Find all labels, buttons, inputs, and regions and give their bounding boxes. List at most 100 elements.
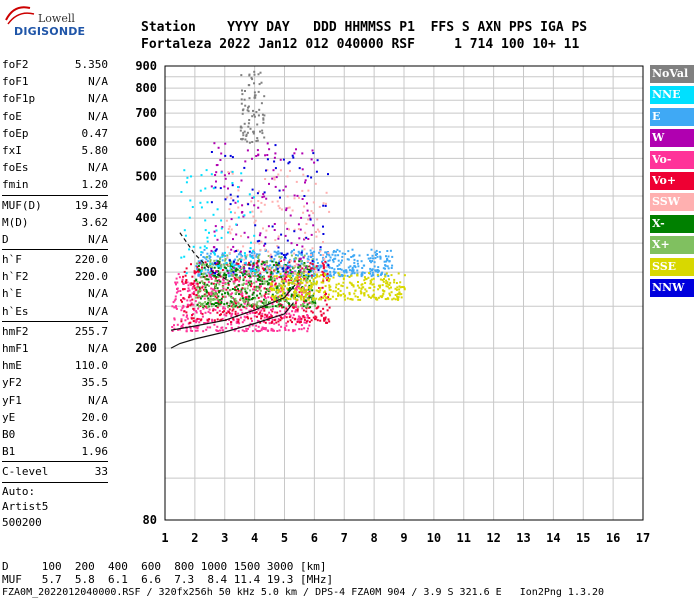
data-point xyxy=(236,249,239,252)
data-point xyxy=(260,240,263,243)
data-point xyxy=(276,311,279,314)
y-tick-label: 500 xyxy=(135,169,157,183)
data-point xyxy=(388,292,391,295)
data-point xyxy=(373,265,376,268)
data-point xyxy=(313,272,316,275)
data-point xyxy=(301,249,304,252)
data-point xyxy=(269,259,272,262)
data-point xyxy=(233,268,236,271)
data-point xyxy=(245,327,248,330)
data-point xyxy=(262,275,265,278)
data-point xyxy=(323,295,326,297)
data-point xyxy=(305,307,308,310)
data-point xyxy=(326,253,328,256)
y-tick-label: 900 xyxy=(135,59,157,73)
data-point xyxy=(219,303,222,306)
data-point xyxy=(240,260,242,263)
data-point xyxy=(199,269,202,272)
x-tick-label: 10 xyxy=(427,531,441,545)
data-point xyxy=(371,295,374,298)
x-tick-label: 17 xyxy=(636,531,650,545)
data-point xyxy=(212,213,215,216)
data-point xyxy=(228,318,231,321)
data-point xyxy=(235,273,238,276)
data-point xyxy=(247,263,250,266)
data-point xyxy=(275,251,278,254)
data-point xyxy=(279,196,281,199)
data-point xyxy=(244,104,247,107)
data-point xyxy=(381,284,384,287)
data-point xyxy=(199,281,201,284)
data-point xyxy=(256,240,259,243)
data-point xyxy=(224,259,227,262)
data-point xyxy=(198,261,201,264)
data-point xyxy=(280,280,283,283)
data-point xyxy=(230,218,233,221)
data-point xyxy=(202,275,205,278)
data-point xyxy=(301,168,304,171)
data-point xyxy=(390,286,392,289)
data-point xyxy=(399,286,402,289)
data-point xyxy=(286,291,289,294)
data-point xyxy=(325,202,327,205)
data-point xyxy=(284,255,287,258)
data-point xyxy=(191,206,194,208)
data-point xyxy=(327,259,330,262)
data-point xyxy=(207,291,210,294)
data-point xyxy=(386,285,389,288)
data-point xyxy=(303,248,306,251)
data-point xyxy=(257,154,260,157)
data-point xyxy=(310,310,313,313)
data-point xyxy=(232,280,235,283)
data-point xyxy=(353,261,356,264)
data-point xyxy=(340,268,343,271)
data-point xyxy=(274,285,277,288)
data-point xyxy=(242,108,245,111)
data-point xyxy=(217,304,220,307)
data-point xyxy=(248,84,251,87)
data-point xyxy=(224,198,227,201)
data-point xyxy=(211,320,214,322)
data-point xyxy=(234,286,236,289)
data-point xyxy=(259,273,262,276)
data-point xyxy=(192,313,195,315)
data-point xyxy=(287,206,290,209)
data-point xyxy=(253,204,256,207)
data-point xyxy=(213,253,216,256)
data-point xyxy=(308,284,311,287)
data-point xyxy=(311,289,314,292)
data-point xyxy=(249,253,252,256)
param-value: 33 xyxy=(94,465,108,479)
data-point xyxy=(253,115,256,118)
data-point xyxy=(321,270,324,273)
data-point xyxy=(245,133,248,136)
data-point xyxy=(369,267,372,270)
data-point xyxy=(374,251,377,254)
data-point xyxy=(216,281,219,284)
data-point xyxy=(280,233,283,236)
data-point xyxy=(270,271,273,273)
data-point xyxy=(298,276,301,279)
data-point xyxy=(324,285,327,288)
data-point xyxy=(203,276,206,278)
data-point xyxy=(396,286,399,289)
data-point xyxy=(216,255,219,258)
data-point xyxy=(195,319,198,321)
param-name: h`E xyxy=(2,287,22,301)
data-point xyxy=(279,258,282,261)
data-point xyxy=(352,269,355,272)
data-point xyxy=(298,252,301,255)
data-point xyxy=(339,275,342,278)
data-point xyxy=(326,272,329,275)
data-point xyxy=(398,285,401,288)
data-point xyxy=(339,294,342,297)
data-point xyxy=(245,291,248,294)
data-point xyxy=(322,263,325,266)
data-point xyxy=(312,201,315,204)
data-point xyxy=(253,234,256,237)
data-point xyxy=(230,327,233,330)
data-point xyxy=(322,254,325,256)
data-point xyxy=(231,170,234,173)
data-point xyxy=(283,280,286,282)
data-point xyxy=(238,258,241,260)
